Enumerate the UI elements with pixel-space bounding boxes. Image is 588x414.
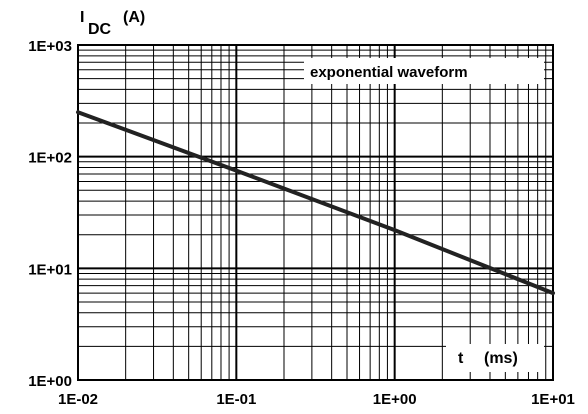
grid <box>78 45 553 380</box>
y-tick-label: 1E+01 <box>28 261 72 278</box>
annotation-box <box>304 58 544 84</box>
y-tick-label: 1E+02 <box>28 150 72 167</box>
x-axis-label-unit: (ms) <box>484 350 518 367</box>
y-tick-label: 1E+03 <box>28 38 72 55</box>
plot-frame <box>77 44 554 381</box>
x-tick-label: 1E-01 <box>216 391 256 408</box>
series-line <box>76 110 555 296</box>
y-tick-label: 1E+00 <box>28 373 72 390</box>
y-axis-label-sub: DC <box>88 21 112 38</box>
y-axis-label-unit: (A) <box>123 9 145 26</box>
annotation-label: exponential waveform <box>310 64 468 81</box>
x-tick-label: 1E+01 <box>531 391 575 408</box>
x-axis-label: t <box>458 350 464 367</box>
x-axis-label-box <box>446 344 544 372</box>
y-tick-labels: 1E+00 1E+01 1E+02 1E+03 <box>28 38 72 390</box>
x-tick-label: 1E+00 <box>373 391 417 408</box>
x-tick-labels: 1E-02 1E-01 1E+00 1E+01 <box>58 391 575 408</box>
y-axis-label-main: I <box>80 9 84 26</box>
x-tick-label: 1E-02 <box>58 391 98 408</box>
